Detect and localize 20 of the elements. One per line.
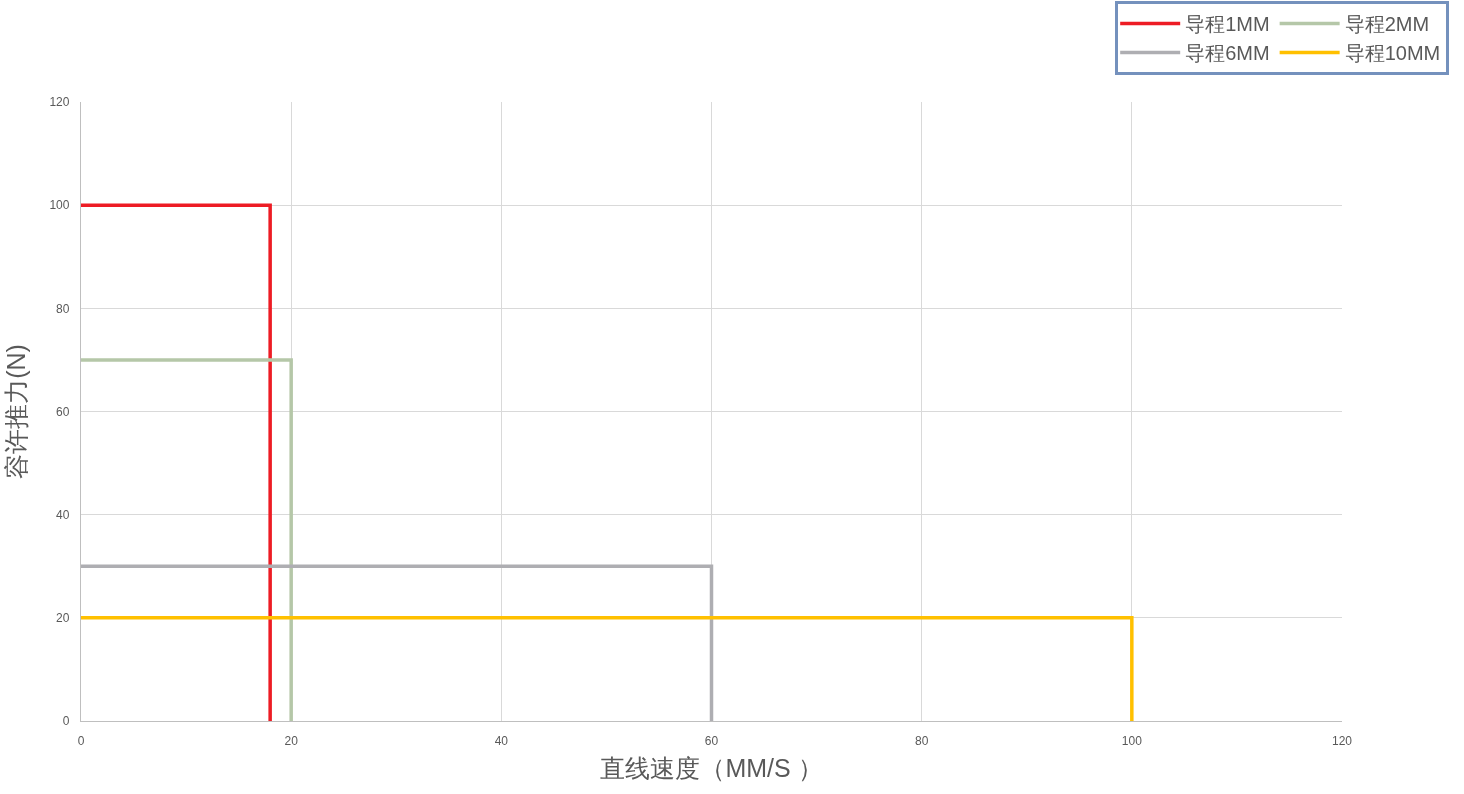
y-tick-label: 0 [62,714,70,729]
x-tick-label: 80 [914,733,929,748]
y-tick-label: 120 [49,95,70,110]
x-tick-label: 0 [77,733,85,748]
legend-label: 导程6MM [1185,42,1270,65]
y-tick-label: 60 [56,404,70,419]
y-tick-label: 100 [49,198,70,213]
y-axis-title: 容许推力(N) [2,344,31,479]
legend-label: 导程10MM [1344,42,1441,65]
legend-label: 导程2MM [1344,13,1430,36]
y-tick-label: 40 [56,507,70,522]
x-axis-title: 直线速度（MM/S ） [600,753,823,782]
x-tick-label: 100 [1121,733,1143,748]
x-tick-label: 60 [704,733,719,748]
x-tick-label: 40 [494,733,509,748]
x-tick-label: 20 [284,733,299,748]
y-tick-label: 80 [56,301,70,316]
legend-label: 导程1MM [1185,13,1270,36]
x-tick-label: 120 [1331,733,1353,748]
y-tick-label: 20 [56,611,70,626]
